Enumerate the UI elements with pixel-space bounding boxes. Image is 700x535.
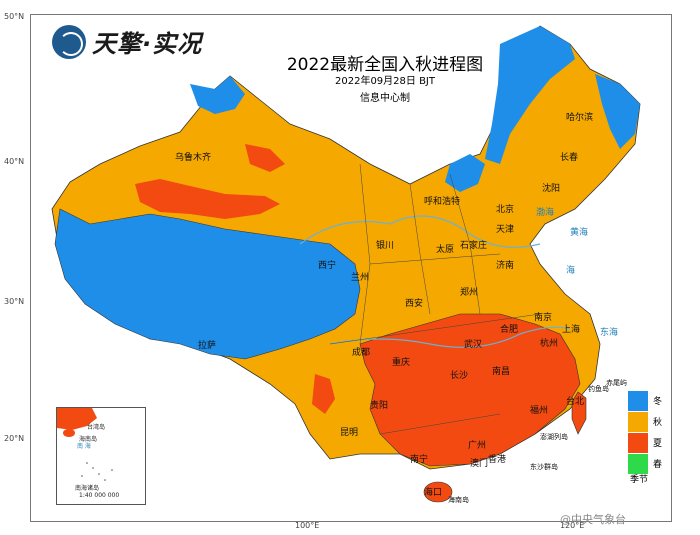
island-label-chiwei: 赤尾屿 <box>606 379 627 387</box>
city-label: 兰州 <box>351 273 370 283</box>
summer-xinjiang <box>135 179 280 219</box>
island-label-penghu: 澎湖列岛 <box>540 433 568 441</box>
legend-item: 春 <box>628 453 670 474</box>
city-label: 乌鲁木齐 <box>175 153 212 163</box>
winter-northeast-2 <box>595 74 640 149</box>
city-label: 台北 <box>566 397 585 407</box>
winter-northeast <box>485 26 575 164</box>
city-label: 哈尔滨 <box>566 113 594 123</box>
legend-label: 春 <box>653 460 663 470</box>
legend-swatch <box>628 432 648 453</box>
city-label: 南宁 <box>410 455 429 465</box>
inset-label: 南海诸岛 <box>75 485 100 492</box>
globe-icon <box>52 24 86 59</box>
sea-label-bohai: 渤海 <box>536 208 555 218</box>
island-label-hainan: 海南岛 <box>448 496 469 504</box>
island-label-dongsha: 东沙群岛 <box>530 463 558 471</box>
city-label: 北京 <box>496 205 515 215</box>
south-sea-inset: 台湾岛 海南岛 南 海 南海诸岛 1:40 000 000 <box>56 407 146 505</box>
sea-label-huanghai: 黄海 <box>570 228 589 238</box>
city-label: 贵阳 <box>370 401 389 411</box>
legend-item: 夏 <box>628 432 670 453</box>
lon-label-120: 120°E <box>560 521 585 530</box>
city-label: 呼和浩特 <box>424 197 461 207</box>
inset-label: 海南岛 <box>79 436 98 443</box>
city-label: 合肥 <box>500 325 519 335</box>
inset-label: 台湾岛 <box>87 424 106 431</box>
yangtze-river <box>329 326 571 348</box>
city-label: 上海 <box>562 325 581 335</box>
winter-west <box>54 208 361 360</box>
city-label: 沈阳 <box>542 184 561 194</box>
island-label-diaoyu: 钓鱼岛 <box>588 385 609 393</box>
city-label: 澳门 <box>470 459 489 469</box>
summer-xinjiang-north <box>245 144 285 172</box>
city-label: 郑州 <box>460 288 479 298</box>
winter-inner-mongolia <box>445 154 485 192</box>
city-label: 西安 <box>405 299 424 309</box>
city-label: 南昌 <box>492 367 511 377</box>
taiwan-island <box>571 391 587 435</box>
date-label: 2022年09月28日 BJT <box>335 76 435 87</box>
sea-label-hai: 海 <box>566 266 576 276</box>
inset-sea-label: 南 海 <box>77 443 91 450</box>
city-label: 长春 <box>560 153 579 163</box>
watermark: @中央气象台 <box>560 513 626 526</box>
legend-item: 秋 <box>628 411 670 432</box>
hainan-island <box>423 481 453 503</box>
legend-label: 秋 <box>653 418 663 428</box>
yellow-river <box>299 215 541 248</box>
city-label: 天津 <box>496 225 515 235</box>
city-label: 石家庄 <box>460 241 488 251</box>
city-label: 银川 <box>376 241 395 251</box>
city-label: 海口 <box>424 488 443 498</box>
city-label: 拉萨 <box>198 341 217 351</box>
city-label: 福州 <box>530 406 549 416</box>
city-label: 广州 <box>468 441 487 451</box>
city-label: 济南 <box>496 261 515 271</box>
china-season-map <box>51 25 641 503</box>
city-label: 西宁 <box>318 261 337 271</box>
lat-label-30: 30°N <box>4 297 25 306</box>
city-label: 成都 <box>352 348 371 358</box>
lon-label-100: 100°E <box>295 521 320 530</box>
legend-title: 季节 <box>630 475 649 485</box>
logo-text: 天擎·实况 <box>92 30 203 58</box>
city-label: 武汉 <box>464 340 483 350</box>
lat-label-20: 20°N <box>4 434 25 443</box>
sea-label-donghai: 东海 <box>600 328 619 338</box>
winter-xinjiang-north <box>190 76 245 114</box>
maker-label: 信息中心制 <box>360 93 410 104</box>
legend-label: 冬 <box>653 397 663 407</box>
inset-scale: 1:40 000 000 <box>79 492 120 499</box>
legend-swatch <box>628 390 648 411</box>
city-label: 昆明 <box>340 428 359 438</box>
city-label: 太原 <box>436 245 455 255</box>
inset-map <box>57 408 113 481</box>
lat-label-50: 50°N <box>4 12 25 21</box>
season-legend: 冬 秋 夏 春 <box>628 390 670 474</box>
lat-label-40: 40°N <box>4 157 25 166</box>
city-label: 杭州 <box>540 339 559 349</box>
city-label: 重庆 <box>392 358 411 368</box>
legend-swatch <box>628 453 648 474</box>
city-label: 南京 <box>534 313 553 323</box>
city-label: 香港 <box>488 455 507 465</box>
city-label: 长沙 <box>450 371 469 381</box>
legend-swatch <box>628 411 648 432</box>
page-title: 2022最新全国入秋进程图 <box>286 55 484 75</box>
logo: 天擎·实况 <box>52 24 202 59</box>
summer-sichuan <box>312 374 335 414</box>
legend-label: 夏 <box>653 439 663 449</box>
legend-item: 冬 <box>628 390 670 411</box>
